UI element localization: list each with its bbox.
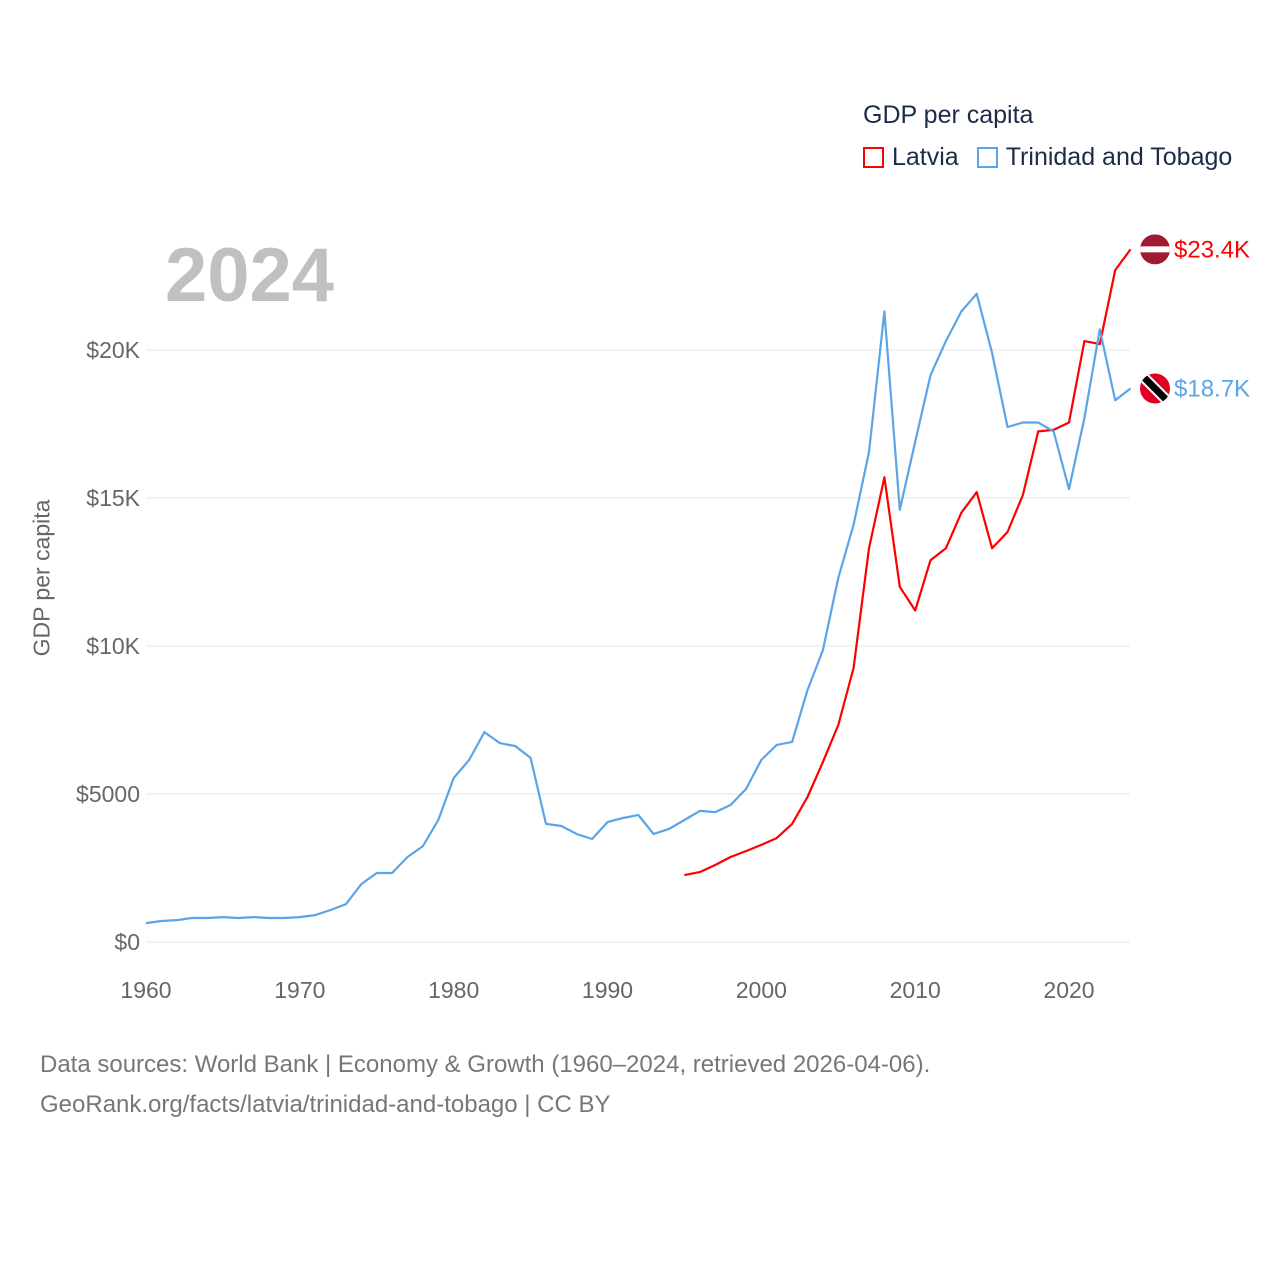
legend-title: GDP per capita [863,101,1034,129]
x-tick-label: 1980 [428,977,479,1003]
y-tick-label: $10K [86,633,140,659]
end-value-label: $18.7K [1174,375,1250,402]
end-value-label: $23.4K [1174,236,1250,263]
legend-label-latvia: Latvia [892,143,959,171]
legend-label-trinidad: Trinidad and Tobago [1005,143,1233,171]
legend-swatch-latvia [863,147,884,168]
year-label: 2024 [165,233,335,318]
x-tick-label: 1960 [120,977,171,1003]
x-tick-label: 2000 [736,977,787,1003]
footer: Data sources: World Bank | Economy & Gro… [40,1045,930,1125]
x-tick-label: 1990 [582,977,633,1003]
y-tick-label: $15K [86,485,140,511]
footer-sources: Data sources: World Bank | Economy & Gro… [40,1051,931,1078]
latvia-flag-icon [1140,234,1170,265]
x-tick-label: 2010 [890,977,941,1003]
y-axis-label: GDP per capita [28,499,55,657]
legend-swatch-trinidad [976,147,998,168]
series-line-latvia [684,248,1132,877]
legend: Latvia Trinidad and Tobago [863,143,1250,172]
footer-link[interactable]: GeoRank.org/facts/latvia/trinidad-and-to… [40,1091,611,1118]
trinidad-flag-icon [1140,373,1170,404]
y-tick-label: $0 [114,929,140,955]
y-tick-label: $5000 [76,781,140,807]
series-line-trinidad [145,292,1132,925]
y-tick-label: $20K [86,337,140,363]
legend-item-latvia[interactable]: Latvia [863,143,959,172]
x-tick-label: 1970 [274,977,325,1003]
x-tick-label: 2020 [1043,977,1094,1003]
legend-item-trinidad[interactable]: Trinidad and Tobago [976,143,1233,172]
